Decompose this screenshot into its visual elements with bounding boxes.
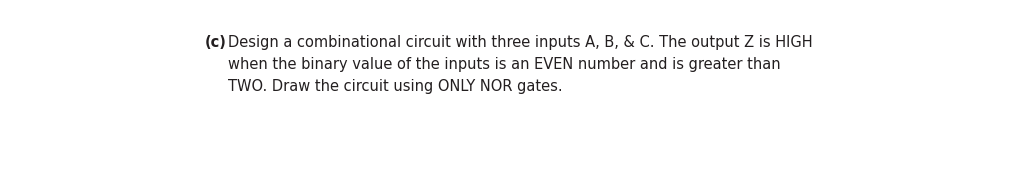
Text: TWO. Draw the circuit using ONLY NOR gates.: TWO. Draw the circuit using ONLY NOR gat… [228, 79, 562, 94]
Text: (c): (c) [205, 35, 227, 50]
Text: Design a combinational circuit with three inputs A, B, & C. The output Z is HIGH: Design a combinational circuit with thre… [228, 35, 813, 50]
Text: when the binary value of the inputs is an EVEN number and is greater than: when the binary value of the inputs is a… [228, 57, 780, 72]
